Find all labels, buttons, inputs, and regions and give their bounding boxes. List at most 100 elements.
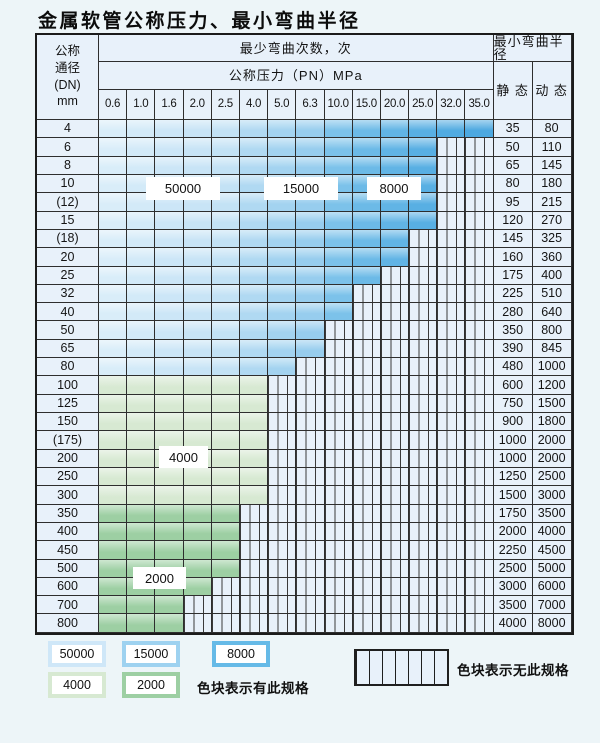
spec-available-cell [155,321,184,340]
spec-available-cell [296,339,325,359]
pressure-column-header: 2.0 [183,90,212,120]
spec-available-cell [268,156,297,175]
static-radius-value: 3000 [493,577,533,597]
no-spec-cell [380,321,410,340]
spec-available-cell [155,541,184,560]
spec-available-cell [324,303,353,322]
no-spec-cell [239,559,269,578]
spec-available-cell [99,431,128,450]
no-spec-cell [409,266,438,285]
dn-row-label: (12) [37,193,99,212]
no-spec-cell [268,431,297,450]
dynamic-radius-value: 270 [532,211,572,230]
static-radius-value: 4000 [493,614,533,633]
spec-available-cell [211,449,240,468]
spec-available-cell [127,211,156,230]
no-spec-cell [380,559,410,578]
no-spec-cell [268,467,297,487]
no-spec-cell [437,541,466,560]
dn-row-label: 500 [37,559,99,578]
no-spec-cell [268,596,297,615]
no-spec-cell [465,394,494,413]
region-label-4000: 4000 [159,446,208,468]
spec-available-cell [155,614,184,633]
spec-available-cell [296,321,325,340]
no-spec-cell [465,522,494,542]
no-spec-cell [296,358,325,377]
no-spec-cell [380,303,410,322]
region-label-50000: 50000 [146,177,220,200]
no-spec-cell [268,614,297,633]
spec-available-cell [239,339,269,359]
no-spec-cell [437,266,466,285]
static-radius-value: 50 [493,138,533,157]
no-spec-cell [380,449,410,468]
no-spec-cell [324,522,353,542]
no-spec-cell [268,376,297,395]
spec-available-cell [324,211,353,230]
no-spec-cell [380,577,410,597]
spec-available-cell [127,449,156,468]
spec-available-cell [296,266,325,285]
no-spec-cell [409,577,438,597]
no-spec-cell [437,504,466,523]
region-label-15000: 15000 [264,177,338,200]
spec-available-cell [155,266,184,285]
spec-available-cell [99,193,128,212]
dn-row-label: 125 [37,394,99,413]
no-spec-cell [465,193,494,212]
no-spec-cell [352,431,381,450]
no-spec-cell [437,303,466,322]
no-spec-cell [465,376,494,395]
dn-row-label: (175) [37,431,99,450]
no-spec-cell [296,376,325,395]
spec-available-cell [239,193,269,212]
spec-available-cell [268,303,297,322]
spec-available-cell [268,284,297,304]
no-spec-cell [324,394,353,413]
no-spec-cell [352,467,381,487]
no-spec-cell [380,358,410,377]
no-spec-cell [409,449,438,468]
no-spec-cell [437,596,466,615]
spec-available-cell [183,522,212,542]
no-spec-cell [380,339,410,359]
spec-available-cell [324,156,353,175]
spec-available-cell [211,431,240,450]
spec-available-cell [99,339,128,359]
spec-available-cell [127,303,156,322]
dn-row-label: 200 [37,449,99,468]
spec-available-cell [99,229,128,249]
dynamic-radius-value: 7000 [532,596,572,615]
no-spec-cell [409,467,438,487]
no-spec-cell [437,339,466,359]
spec-available-cell [409,138,438,157]
no-spec-cell [296,413,325,432]
static-radius-value: 225 [493,284,533,304]
spec-available-cell [183,559,212,578]
no-spec-cell [183,596,212,615]
dn-row-label: 25 [37,266,99,285]
pressure-column-header: 32.0 [437,90,466,120]
spec-available-cell [99,376,128,395]
legend-no-spec-text: 色块表示无此规格 [457,663,569,678]
pressure-column-header: 5.0 [268,90,297,120]
spec-available-cell [99,174,128,194]
no-spec-cell [437,376,466,395]
dynamic-radius-value: 360 [532,248,572,267]
spec-available-cell [183,156,212,175]
pressure-column-header: 2.5 [211,90,240,120]
spec-available-cell [183,284,212,304]
dynamic-radius-value: 4500 [532,541,572,560]
no-spec-cell [465,229,494,249]
spec-available-cell [268,120,297,139]
spec-available-cell [127,431,156,450]
no-spec-cell [324,504,353,523]
spec-available-cell [127,229,156,249]
spec-available-cell [99,120,128,139]
dn-row-label: 15 [37,211,99,230]
pressure-column-header: 0.6 [99,90,128,120]
legend-has-spec-text: 色块表示有此规格 [197,681,309,696]
spec-available-cell [155,211,184,230]
